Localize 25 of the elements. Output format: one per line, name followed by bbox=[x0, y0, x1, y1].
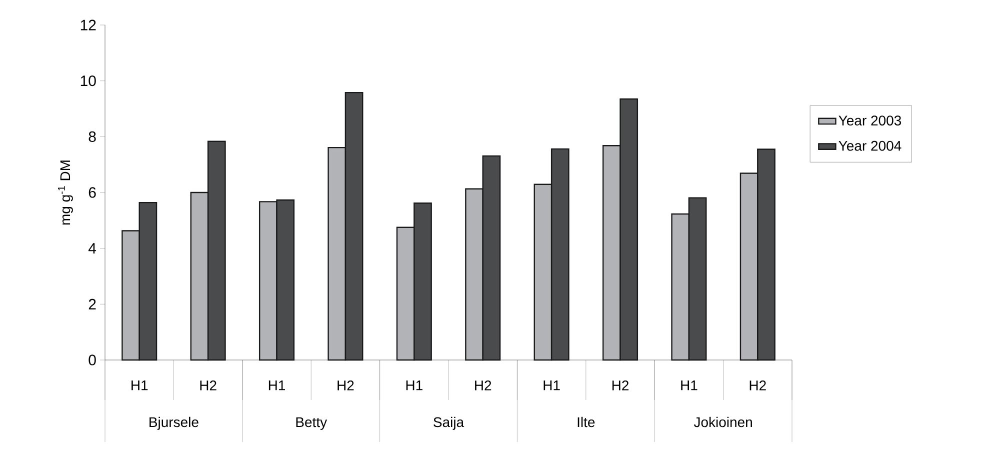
y-tick-label: 4 bbox=[88, 243, 96, 254]
x-tick-label: H2 bbox=[750, 380, 766, 390]
y-tick-label: 8 bbox=[88, 131, 96, 142]
x-tick-label: H2 bbox=[475, 380, 492, 390]
x-tick-label: H1 bbox=[544, 380, 560, 390]
x-tick-label: H2 bbox=[200, 380, 216, 390]
text: Saija bbox=[434, 416, 464, 430]
y-tick-label: 12 bbox=[80, 20, 96, 30]
text: Betty bbox=[296, 417, 328, 430]
legend-label: Year 2003 bbox=[838, 116, 902, 126]
x-tick-label: H1 bbox=[132, 380, 148, 390]
x-tick-label: H2 bbox=[612, 380, 628, 390]
y-tick-label: 6 bbox=[88, 187, 96, 198]
legend-label: Year 2004 bbox=[838, 140, 902, 151]
x-tick-label: H1 bbox=[681, 380, 698, 390]
x-tick-label: H1 bbox=[268, 380, 286, 390]
x-tick-label: H1 bbox=[406, 380, 422, 390]
text: Ilte bbox=[578, 416, 595, 428]
text: Bjursele bbox=[150, 416, 198, 430]
y-tick-label: 10 bbox=[80, 76, 96, 86]
y-tick-label: 2 bbox=[88, 298, 96, 310]
x-tick-label: H2 bbox=[338, 380, 354, 390]
y-tick-label: 0 bbox=[88, 354, 96, 366]
y-axis-title: mg g$^{-1}$ DM bbox=[58, 160, 73, 225]
text: Jokioinen bbox=[694, 416, 752, 428]
